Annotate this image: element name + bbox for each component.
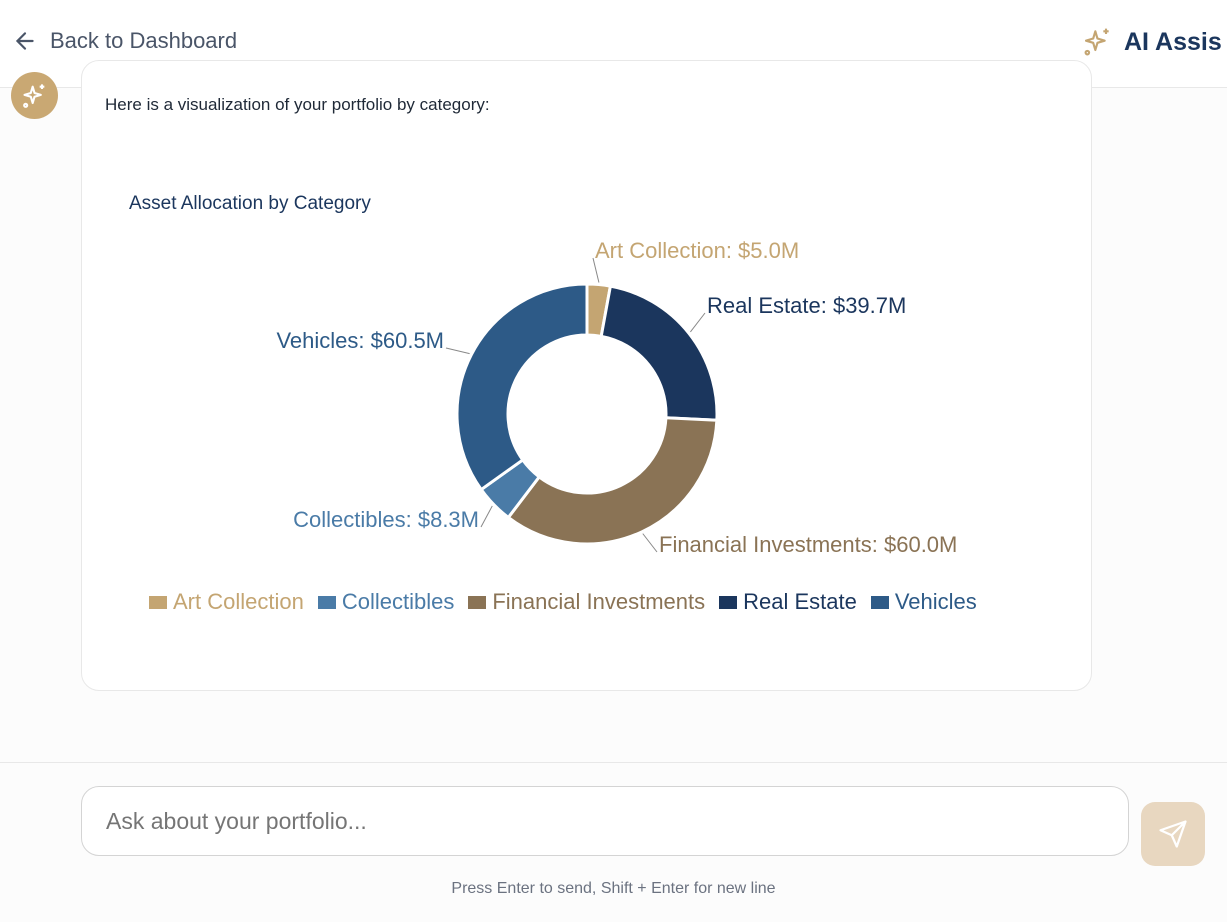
legend-item[interactable]: Collectibles: [317, 589, 455, 615]
legend-item[interactable]: Financial Investments: [468, 589, 705, 615]
message-text: Here is a visualization of your portfoli…: [105, 95, 490, 114]
legend-label: Vehicles: [894, 589, 977, 614]
legend-item[interactable]: Vehicles: [870, 589, 977, 615]
chat-input[interactable]: [81, 786, 1129, 856]
legend-label: Collectibles: [341, 589, 455, 614]
input-hint: Press Enter to send, Shift + Enter for n…: [451, 880, 776, 897]
legend-label: Art Collection: [173, 589, 304, 614]
leader-line: [480, 505, 493, 528]
data-label: Collectibles: $8.3M: [293, 507, 479, 532]
data-label: Real Estate: $39.7M: [707, 293, 906, 318]
back-label: Back to Dashboard: [50, 28, 238, 53]
leader-line: [689, 312, 706, 333]
data-label: Financial Investments: $60.0M: [659, 532, 957, 557]
assistant-avatar: [11, 72, 58, 119]
chart-legend: Art Collection Collectibles Financial Inve…: [149, 589, 977, 615]
legend-swatch: [317, 595, 336, 609]
sparkles-icon: [22, 83, 44, 108]
leader-line: [445, 347, 470, 355]
legend-label: Real Estate: [743, 589, 857, 614]
legend-swatch: [468, 595, 487, 609]
legend-swatch: [149, 595, 167, 609]
slice-vehicles[interactable]: [455, 282, 589, 492]
app-title-text: AI Assis: [1124, 27, 1222, 56]
app-title: AI Assis: [1082, 26, 1222, 58]
legend-item[interactable]: Art Collection: [149, 589, 304, 615]
assistant-message-card: [81, 60, 1092, 691]
divider: [0, 762, 1227, 763]
leader-line: [592, 257, 600, 283]
chart-title: Asset Allocation by Category: [129, 193, 371, 214]
donut-chart: Art Collection: $5.0M Real Estate: $39.7M…: [276, 238, 957, 557]
data-label: Art Collection: $5.0M: [595, 238, 799, 263]
slice-real-estate[interactable]: [599, 284, 719, 422]
data-label: Vehicles: $60.5M: [276, 328, 444, 353]
leader-line: [642, 533, 658, 553]
back-to-dashboard-link[interactable]: Back to Dashboard: [12, 28, 237, 54]
arrow-left-icon: [15, 32, 34, 50]
legend-swatch: [719, 595, 738, 609]
send-icon: [1159, 820, 1187, 848]
legend-label: Financial Investments: [492, 589, 706, 614]
legend-item[interactable]: Real Estate: [719, 589, 857, 615]
sparkles-icon: [1084, 28, 1109, 56]
legend-swatch: [870, 595, 889, 609]
slice-financial-investments[interactable]: [506, 416, 719, 546]
send-button[interactable]: [1141, 802, 1205, 866]
